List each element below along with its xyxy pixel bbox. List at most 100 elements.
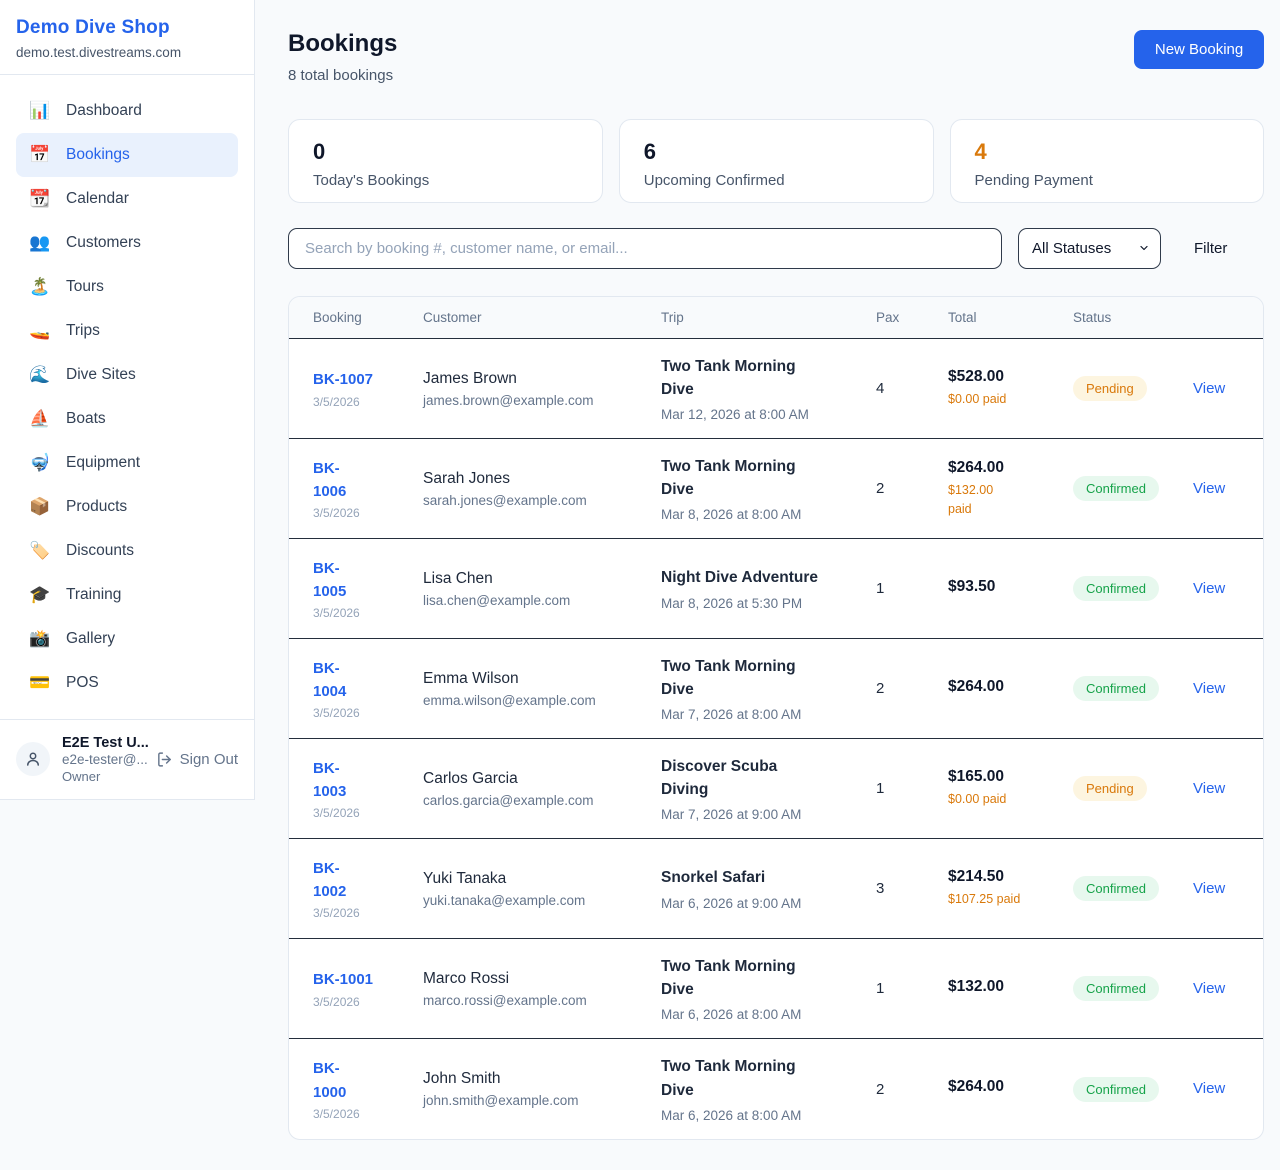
bookings-count: 8 total bookings [288,67,394,84]
sidebar-item-dashboard[interactable]: 📊 Dashboard [16,89,238,133]
sidebar-item-trips[interactable]: 🚤 Trips [16,309,238,353]
column-header-pax: Pax [876,310,900,325]
booking-link[interactable]: BK- 1002 [313,859,347,900]
trip-date: Mar 8, 2026 at 8:00 AM [661,507,802,523]
stat-value: 4 [974,139,987,164]
sidebar-item-label: Tours [66,278,104,295]
sidebar-item-dive-sites[interactable]: 🌊 Dive Sites [16,353,238,397]
total-amount: $528.00 [948,368,1005,386]
trip-date: Mar 7, 2026 at 9:00 AM [661,807,802,823]
column-header-trip: Trip [661,310,684,325]
sidebar-item-discounts[interactable]: 🏷️ Discounts [16,529,238,573]
pax-count: 1 [876,980,885,997]
trip-date: Mar 6, 2026 at 9:00 AM [661,895,802,911]
customer-name: Marco Rossi [423,969,510,987]
booking-link[interactable]: BK-1007 [313,371,374,389]
filter-button[interactable]: Filter [1194,240,1228,257]
sidebar-item-label: Training [66,586,122,603]
view-link[interactable]: View [1193,679,1226,697]
pax-count: 2 [876,480,885,497]
total-amount: $214.50 [948,868,1005,886]
total-amount: $264.00 [948,677,1005,695]
sign-out-button[interactable]: Sign Out [156,751,238,768]
sidebar-item-equipment[interactable]: 🤿 Equipment [16,441,238,485]
booking-date: 3/5/2026 [313,394,360,409]
user-area: E2E Test U... e2e-tester@... Owner Sign … [0,718,254,799]
sidebar-item-calendar[interactable]: 📆 Calendar [16,177,238,221]
status-badge: Confirmed [1073,876,1159,901]
booking-link[interactable]: BK-1001 [313,971,374,989]
sidebar-item-customers[interactable]: 👥 Customers [16,221,238,265]
sidebar-item-bookings[interactable]: 📅 Bookings [16,133,238,177]
sidebar-item-label: Trips [66,322,100,339]
customer-name: Sarah Jones [423,469,511,487]
booking-date: 3/5/2026 [313,994,360,1009]
booking-link[interactable]: BK- 1006 [313,459,347,500]
table-row: BK-1007 3/5/2026 James Brown james.brown@e… [289,339,1264,439]
status-badge: Confirmed [1073,676,1159,701]
filter-bar: All Statuses Filter [288,228,1264,269]
sidebar-item-label: Customers [66,234,141,251]
stat-value: 6 [643,139,656,164]
total-amount: $93.50 [948,577,996,595]
paid-amount: $107.25 paid [948,892,1021,907]
island-icon: 🏝️ [29,277,51,296]
view-link[interactable]: View [1193,979,1226,997]
trip-name: Two Tank Morning Dive [661,957,796,998]
booking-date: 3/5/2026 [313,506,360,521]
new-booking-button[interactable]: New Booking [1133,30,1265,69]
status-badge: Confirmed [1073,976,1159,1001]
table-row: BK- 1005 3/5/2026 Lisa Chen lisa.chen@exam… [289,539,1264,639]
trip-date: Mar 8, 2026 at 5:30 PM [661,595,803,611]
stat-card-todays-bookings: 0 Today's Bookings [288,119,603,203]
booking-date: 3/5/2026 [313,706,360,721]
sidebar-item-training[interactable]: 🎓 Training [16,573,238,617]
sign-out-label: Sign Out [179,750,238,768]
sidebar-item-pos[interactable]: 💳 POS [16,661,238,705]
view-link[interactable]: View [1193,379,1226,397]
booking-link[interactable]: BK- 1000 [313,1060,347,1101]
booking-link[interactable]: BK- 1003 [313,759,347,800]
status-select[interactable]: All Statuses [1018,228,1161,269]
sidebar-item-gallery[interactable]: 📸 Gallery [16,617,238,661]
view-link[interactable]: View [1193,779,1226,797]
sidebar-item-products[interactable]: 📦 Products [16,485,238,529]
total-amount: $264.00 [948,1078,1005,1095]
booking-date: 3/5/2026 [313,906,360,921]
avatar [16,742,50,777]
speedboat-icon: 🚤 [29,321,51,340]
sidebar-item-tours[interactable]: 🏝️ Tours [16,265,238,309]
status-badge: Confirmed [1073,1076,1159,1102]
paid-amount: $132.00 paid [948,483,994,516]
sidebar-item-boats[interactable]: ⛵ Boats [16,397,238,441]
bar-chart-icon: 📊 [29,101,51,120]
customer-name: John Smith [423,1070,501,1087]
view-link[interactable]: View [1193,879,1226,897]
sidebar-item-label: Discounts [66,542,135,559]
status-select-wrap: All Statuses [1018,228,1161,269]
customer-email: marco.rossi@example.com [423,992,587,1008]
column-header-status: Status [1073,310,1112,325]
diving-mask-icon: 🤿 [29,453,51,472]
paid-amount: $0.00 paid [948,392,1007,407]
user-email: e2e-tester@... [62,751,148,767]
sidebar-item-label: Products [66,498,128,515]
search-input[interactable] [288,228,1002,269]
booking-link[interactable]: BK- 1005 [313,559,347,600]
trip-name: Night Dive Adventure [661,569,819,587]
customer-name: James Brown [423,369,517,387]
stat-label: Today's Bookings [313,172,430,189]
stat-label: Pending Payment [974,172,1093,189]
paid-amount: $0.00 paid [948,792,1007,807]
view-link[interactable]: View [1193,1080,1226,1097]
view-link[interactable]: View [1193,479,1226,497]
graduation-cap-icon: 🎓 [29,585,51,604]
booking-link[interactable]: BK- 1004 [313,659,347,700]
trip-date: Mar 6, 2026 at 8:00 AM [661,1107,802,1123]
trip-name: Two Tank Morning Dive [661,357,796,398]
table-row: BK- 1003 3/5/2026 Carlos Garcia carlos.gar… [289,739,1264,839]
view-link[interactable]: View [1193,579,1226,597]
user-role: Owner [62,768,101,784]
page-title: Bookings [288,30,398,57]
